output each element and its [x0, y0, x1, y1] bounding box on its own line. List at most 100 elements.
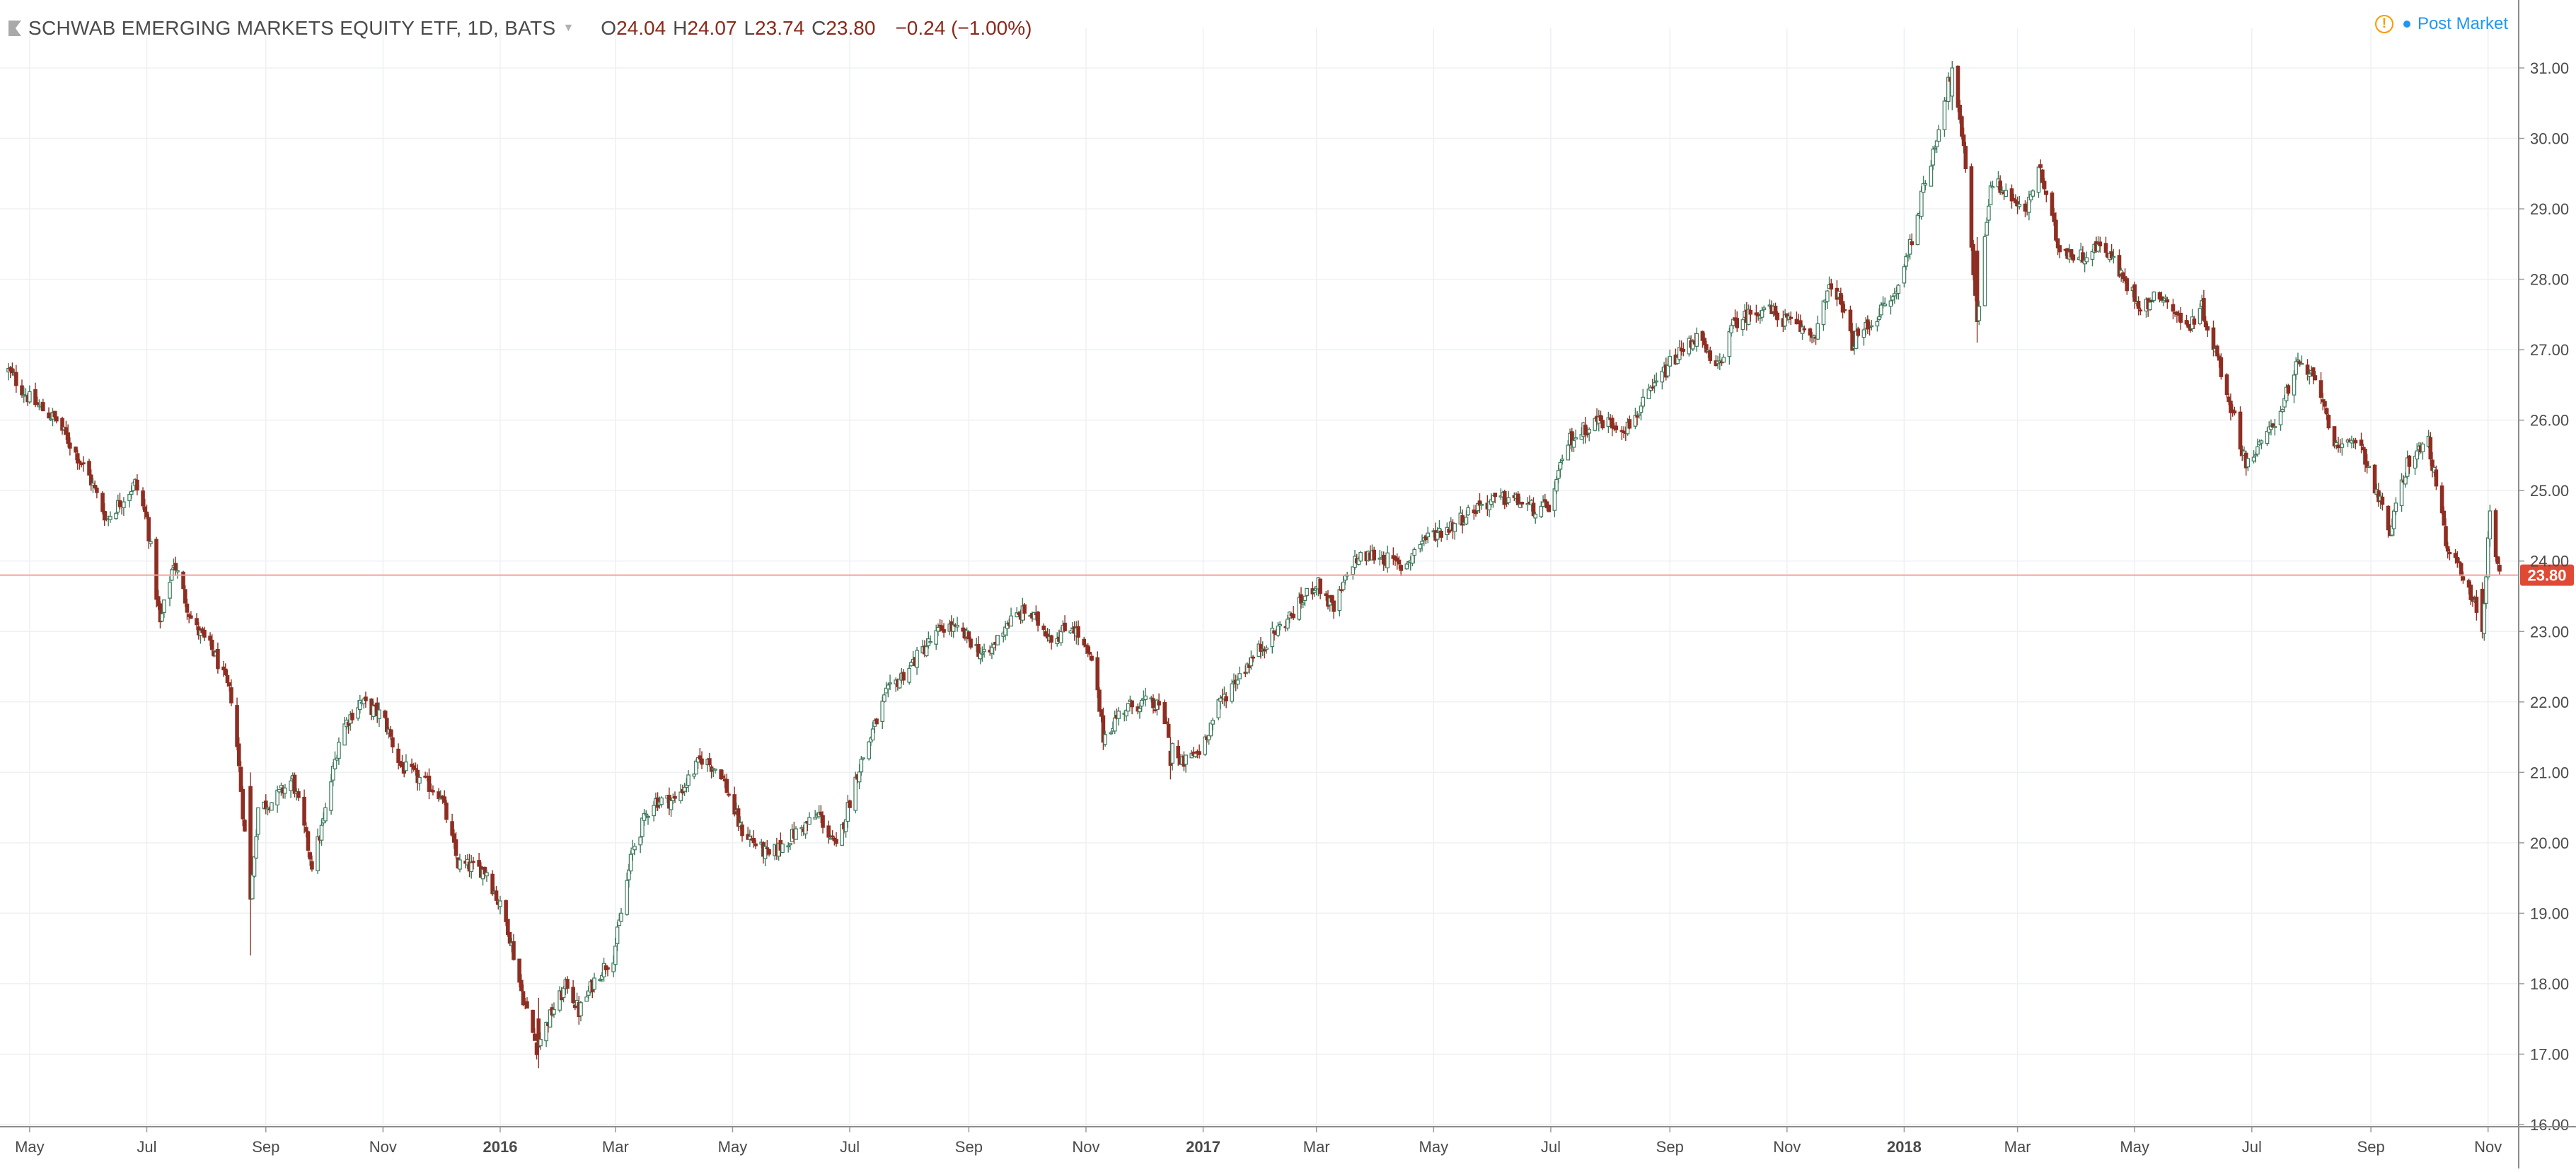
candle-body[interactable] — [2313, 375, 2318, 381]
candle-body[interactable] — [141, 490, 145, 507]
candle-body[interactable] — [2205, 326, 2210, 331]
candle-body[interactable] — [874, 718, 879, 725]
candle-body[interactable] — [2482, 603, 2487, 634]
candle-body[interactable] — [2232, 410, 2237, 414]
candle-body[interactable] — [880, 701, 885, 722]
candle-body[interactable] — [613, 946, 618, 965]
candle-body[interactable] — [826, 825, 831, 838]
candle-body[interactable] — [1681, 348, 1686, 352]
candle-body[interactable] — [834, 839, 838, 844]
candle-body[interactable] — [1652, 382, 1657, 386]
candle-body[interactable] — [606, 967, 610, 970]
candle-body[interactable] — [87, 461, 91, 476]
candle-body[interactable] — [1963, 146, 1968, 169]
candle-body[interactable] — [1300, 602, 1305, 605]
candle-body[interactable] — [357, 699, 362, 711]
candle-body[interactable] — [924, 646, 929, 657]
candle-body[interactable] — [1372, 549, 1376, 561]
candle-body[interactable] — [1139, 699, 1144, 707]
candle-body[interactable] — [308, 852, 313, 860]
candle-body[interactable] — [1627, 419, 1632, 429]
candle-body[interactable] — [2054, 219, 2058, 241]
candle-body[interactable] — [2192, 318, 2197, 325]
candle-body[interactable] — [853, 776, 857, 811]
candle-body[interactable] — [533, 1033, 537, 1041]
candle-body[interactable] — [1825, 290, 1830, 302]
candle-body[interactable] — [901, 672, 906, 681]
candle-body[interactable] — [189, 615, 193, 619]
candle-body[interactable] — [494, 890, 499, 901]
candle-body[interactable] — [644, 813, 649, 816]
candle-body[interactable] — [270, 802, 274, 811]
candle-body[interactable] — [740, 825, 744, 837]
candle-body[interactable] — [1097, 689, 1102, 712]
candle-body[interactable] — [2253, 454, 2258, 456]
candle-body[interactable] — [727, 793, 731, 796]
candle-body[interactable] — [1112, 717, 1117, 732]
candle-body[interactable] — [969, 638, 973, 648]
candle-body[interactable] — [700, 758, 704, 765]
candle-body[interactable] — [1896, 285, 1901, 294]
candle-body[interactable] — [1515, 493, 1520, 505]
candle-body[interactable] — [1821, 300, 1826, 326]
candle-body[interactable] — [2324, 408, 2329, 415]
candle-body[interactable] — [1216, 699, 1221, 718]
candle-body[interactable] — [10, 368, 15, 374]
candle-body[interactable] — [1560, 459, 1565, 461]
candle-body[interactable] — [1341, 581, 1346, 590]
candle-body[interactable] — [2457, 561, 2461, 563]
candle-body[interactable] — [561, 987, 566, 999]
candle-body[interactable] — [1883, 304, 1888, 306]
candle-body[interactable] — [799, 827, 804, 829]
candle-body[interactable] — [2259, 440, 2264, 444]
candle-body[interactable] — [1668, 356, 1673, 367]
candle-body[interactable] — [252, 856, 257, 877]
candle-body[interactable] — [1153, 709, 1157, 711]
candle-body[interactable] — [2294, 361, 2299, 375]
candle-body[interactable] — [1272, 630, 1276, 634]
candle-body[interactable] — [1539, 505, 1544, 517]
candle-body[interactable] — [1506, 497, 1511, 503]
candle-body[interactable] — [2202, 298, 2206, 321]
candle-body[interactable] — [1218, 697, 1223, 702]
candle-body[interactable] — [256, 807, 260, 835]
candle-body[interactable] — [2286, 385, 2291, 394]
candle-body[interactable] — [2265, 430, 2270, 444]
candle-body[interactable] — [1193, 753, 1198, 757]
candle-body[interactable] — [888, 682, 892, 685]
candle-body[interactable] — [1318, 578, 1322, 594]
candle-body[interactable] — [498, 900, 502, 907]
post-market-label[interactable]: Post Market — [2417, 14, 2508, 33]
candle-body[interactable] — [625, 880, 629, 915]
candle-body[interactable] — [2428, 437, 2433, 460]
candle-body[interactable] — [803, 822, 808, 834]
candle-body[interactable] — [1936, 129, 1941, 142]
candle-body[interactable] — [181, 571, 185, 590]
candle-body[interactable] — [980, 653, 985, 655]
candle-body[interactable] — [175, 570, 180, 573]
candle-body[interactable] — [1641, 396, 1646, 407]
candle-body[interactable] — [1305, 587, 1309, 596]
candle-body[interactable] — [1902, 266, 1907, 284]
candle-body[interactable] — [1975, 251, 1980, 322]
candle-body[interactable] — [223, 668, 228, 675]
candle-body[interactable] — [310, 861, 314, 870]
candle-body[interactable] — [982, 649, 986, 653]
candle-body[interactable] — [1573, 437, 1578, 440]
candle-body[interactable] — [114, 512, 118, 519]
candle-body[interactable] — [1464, 517, 1469, 524]
candle-body[interactable] — [646, 815, 650, 818]
candle-body[interactable] — [2474, 597, 2479, 613]
candle-body[interactable] — [2165, 299, 2170, 303]
candle-body[interactable] — [2057, 245, 2062, 253]
candle-body[interactable] — [1552, 488, 1557, 511]
candle-body[interactable] — [1351, 566, 1356, 575]
flag-icon[interactable] — [8, 21, 21, 36]
candle-body[interactable] — [1848, 309, 1853, 331]
candle-body[interactable] — [2359, 440, 2364, 446]
candle-body[interactable] — [1850, 331, 1854, 351]
candle-body[interactable] — [751, 837, 756, 844]
candle-body[interactable] — [236, 743, 241, 766]
candle-body[interactable] — [813, 817, 817, 820]
